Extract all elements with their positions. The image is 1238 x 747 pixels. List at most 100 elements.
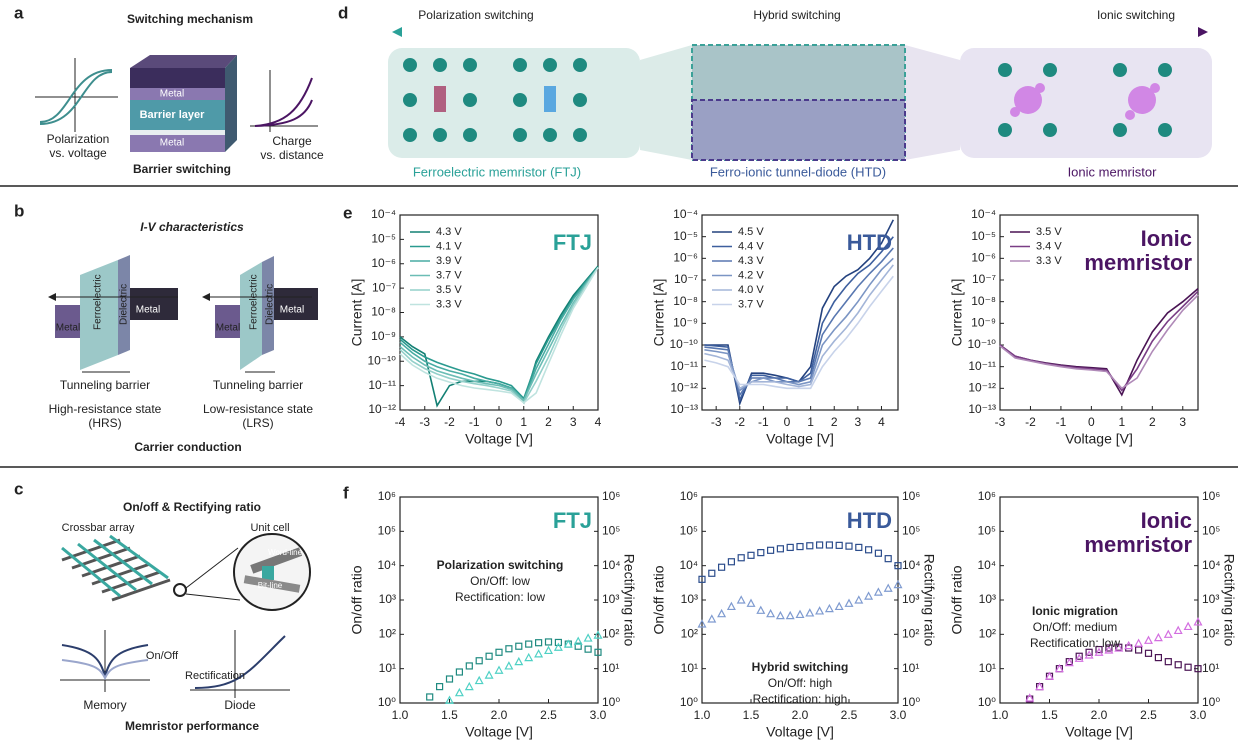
caption: On/Off xyxy=(146,650,179,662)
legend-label: 3.5 V xyxy=(436,284,462,296)
y-tick-label: 10⁶ xyxy=(378,489,396,503)
caption: vs. distance xyxy=(260,148,324,162)
panel-letter: d xyxy=(338,3,348,22)
marker xyxy=(1175,627,1182,634)
marker xyxy=(1175,662,1181,668)
marker xyxy=(466,663,472,669)
y-tick-label: 10⁻⁴ xyxy=(371,207,396,221)
y2-axis-label: Rectifying ratio xyxy=(921,554,937,647)
layer-label: Dielectric xyxy=(119,284,130,325)
y2-tick-label: 10⁵ xyxy=(602,524,620,538)
x-axis-label: Voltage [V] xyxy=(766,724,834,740)
panel-letter: e xyxy=(343,203,352,222)
marker xyxy=(476,677,483,684)
block-top xyxy=(130,55,237,68)
y-tick-label: 10⁻⁹ xyxy=(673,316,698,330)
marker xyxy=(748,600,755,607)
charge-curve xyxy=(255,78,312,126)
marker xyxy=(846,543,852,549)
series-line xyxy=(400,268,598,403)
marker xyxy=(536,640,542,646)
x-tick-label: 1 xyxy=(1119,415,1126,429)
marker xyxy=(856,544,862,550)
panel-c: c On/off & Rectifying ratio Crossbar arr… xyxy=(14,479,310,733)
y-tick-label: 10³ xyxy=(979,592,996,606)
series-line xyxy=(1000,291,1198,390)
marker xyxy=(1165,631,1172,638)
y2-tick-label: 10⁰ xyxy=(1202,695,1220,709)
panel-d: d Polarization switching Hybrid switchin… xyxy=(338,3,1212,179)
y-tick-label: 10⁻⁷ xyxy=(372,280,396,294)
state-label: (LRS) xyxy=(242,416,273,430)
x-axis-label: Voltage [V] xyxy=(465,724,533,740)
panel-b: b I-V characteristics Metal Ferroelectri… xyxy=(14,201,318,454)
y2-tick-label: 10¹ xyxy=(1202,661,1219,675)
x-tick-label: 3 xyxy=(570,415,577,429)
series-line xyxy=(704,265,893,388)
y-tick-label: 10⁻¹⁰ xyxy=(368,353,397,367)
y-tick-label: 10⁻⁹ xyxy=(971,316,996,330)
block-side xyxy=(225,55,237,152)
x-tick-label: -4 xyxy=(395,415,406,429)
legend-label: 3.7 V xyxy=(436,269,462,281)
zoom-line xyxy=(186,548,238,588)
chart-label: Ionic xyxy=(1141,226,1192,251)
x-tick-label: -2 xyxy=(444,415,455,429)
annotation: Ionic migration xyxy=(1032,604,1118,618)
y-axis-label: On/off ratio xyxy=(651,565,667,634)
y-tick-label: 10⁻⁷ xyxy=(674,272,698,286)
marker xyxy=(525,654,532,661)
marker xyxy=(787,612,794,619)
legend-label: 4.2 V xyxy=(738,269,764,281)
device-label: Ferro-ionic tunnel-diode (HTD) xyxy=(710,164,886,179)
arrowhead xyxy=(202,293,210,301)
y2-tick-label: 10¹ xyxy=(602,661,619,675)
legend-label: 3.9 V xyxy=(436,255,462,267)
series-line xyxy=(1000,289,1198,395)
marker xyxy=(456,689,463,696)
panel-footer: Carrier conduction xyxy=(134,440,241,454)
y2-tick-label: 10³ xyxy=(1202,592,1219,606)
arrowhead xyxy=(392,27,402,37)
marker xyxy=(885,556,891,562)
figure: a Switching mechanism Metal Barrier laye… xyxy=(0,0,1238,747)
x-tick-label: 2.5 xyxy=(540,708,557,722)
marker xyxy=(865,593,872,600)
spectrum-label: Polarization switching xyxy=(418,8,533,22)
marker xyxy=(728,603,735,610)
x-tick-label: -1 xyxy=(469,415,480,429)
y-tick-label: 10⁻⁶ xyxy=(673,251,698,265)
connector xyxy=(905,45,960,160)
layer-label: Ferroelectric xyxy=(249,274,260,330)
y-tick-label: 10⁵ xyxy=(978,524,996,538)
y-axis-label: Current [A] xyxy=(949,279,965,347)
y-tick-label: 10² xyxy=(979,627,996,641)
y-tick-label: 10⁻¹² xyxy=(670,381,698,395)
y-tick-label: 10⁻¹⁰ xyxy=(968,337,997,351)
layer-label: Barrier layer xyxy=(140,109,206,121)
y-axis-label: On/off ratio xyxy=(349,565,365,634)
y2-tick-label: 10⁶ xyxy=(602,489,620,503)
x-tick-label: 2.0 xyxy=(1091,708,1108,722)
layer-label: Metal xyxy=(56,323,80,334)
panel-footer: Memristor performance xyxy=(125,719,259,733)
marker xyxy=(1146,650,1152,656)
marker xyxy=(836,542,842,548)
legend-label: 4.1 V xyxy=(436,240,462,252)
y-tick-label: 10⁻⁸ xyxy=(371,305,396,319)
marker xyxy=(875,550,881,556)
y2-tick-label: 10³ xyxy=(602,592,619,606)
legend-label: 4.3 V xyxy=(436,226,462,238)
y-tick-label: 10⁻⁵ xyxy=(673,229,698,243)
y-tick-label: 10⁻⁸ xyxy=(673,294,698,308)
polarization-arrow xyxy=(544,86,556,112)
marker xyxy=(728,559,734,565)
x-tick-label: 1.0 xyxy=(992,708,1009,722)
caption: Memory xyxy=(83,698,126,712)
x-tick-label: 2.0 xyxy=(792,708,809,722)
barrier-label: Tunneling barrier xyxy=(213,378,303,392)
x-tick-label: 3 xyxy=(1179,415,1186,429)
x-tick-label: 1.5 xyxy=(1041,708,1058,722)
x-axis-label: Voltage [V] xyxy=(1065,431,1133,447)
y-tick-label: 10² xyxy=(379,627,396,641)
